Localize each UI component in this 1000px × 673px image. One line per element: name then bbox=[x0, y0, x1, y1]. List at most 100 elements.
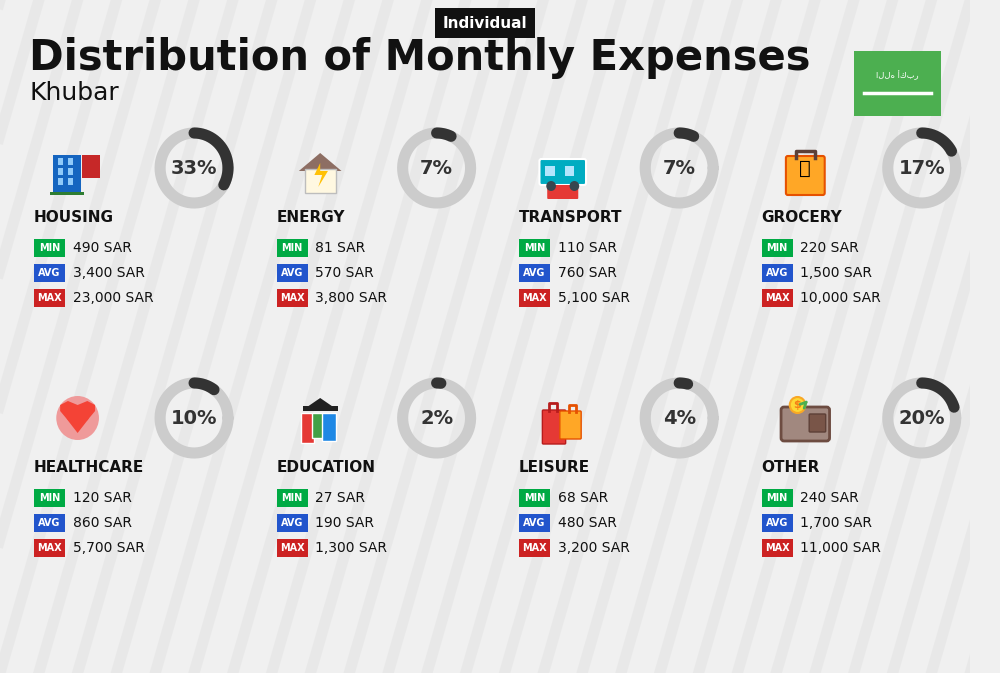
Text: MAX: MAX bbox=[280, 543, 304, 553]
Text: 1,300 SAR: 1,300 SAR bbox=[315, 541, 387, 555]
Text: MAX: MAX bbox=[765, 543, 789, 553]
Text: Distribution of Monthly Expenses: Distribution of Monthly Expenses bbox=[29, 37, 811, 79]
Text: GROCERY: GROCERY bbox=[762, 211, 842, 225]
Text: OTHER: OTHER bbox=[762, 460, 820, 476]
Polygon shape bbox=[314, 163, 328, 187]
FancyBboxPatch shape bbox=[68, 168, 73, 175]
FancyBboxPatch shape bbox=[301, 413, 314, 443]
Text: MIN: MIN bbox=[767, 493, 788, 503]
Text: 3,800 SAR: 3,800 SAR bbox=[315, 291, 387, 305]
FancyBboxPatch shape bbox=[762, 489, 793, 507]
FancyBboxPatch shape bbox=[560, 411, 581, 439]
Text: Khubar: Khubar bbox=[29, 81, 119, 105]
FancyBboxPatch shape bbox=[854, 50, 941, 116]
Text: AVG: AVG bbox=[38, 518, 61, 528]
Text: 760 SAR: 760 SAR bbox=[558, 266, 617, 280]
FancyBboxPatch shape bbox=[53, 155, 81, 193]
Text: 33%: 33% bbox=[171, 159, 217, 178]
Text: 1,500 SAR: 1,500 SAR bbox=[800, 266, 872, 280]
Text: MIN: MIN bbox=[524, 243, 545, 253]
Text: 120 SAR: 120 SAR bbox=[73, 491, 132, 505]
Text: MIN: MIN bbox=[281, 243, 303, 253]
FancyBboxPatch shape bbox=[50, 192, 84, 195]
FancyBboxPatch shape bbox=[68, 158, 73, 165]
FancyBboxPatch shape bbox=[519, 264, 550, 282]
FancyBboxPatch shape bbox=[34, 539, 65, 557]
FancyBboxPatch shape bbox=[762, 289, 793, 307]
FancyBboxPatch shape bbox=[519, 489, 550, 507]
Circle shape bbox=[546, 181, 556, 191]
Text: 20%: 20% bbox=[898, 409, 945, 427]
FancyBboxPatch shape bbox=[519, 289, 550, 307]
FancyBboxPatch shape bbox=[312, 413, 324, 438]
Text: 490 SAR: 490 SAR bbox=[73, 241, 132, 255]
FancyBboxPatch shape bbox=[58, 168, 63, 175]
Text: 480 SAR: 480 SAR bbox=[558, 516, 617, 530]
Text: $: $ bbox=[794, 400, 801, 410]
Text: 11,000 SAR: 11,000 SAR bbox=[800, 541, 881, 555]
FancyBboxPatch shape bbox=[277, 489, 308, 507]
FancyBboxPatch shape bbox=[277, 539, 308, 557]
Text: 3,400 SAR: 3,400 SAR bbox=[73, 266, 145, 280]
Text: 5,100 SAR: 5,100 SAR bbox=[558, 291, 630, 305]
Text: 10,000 SAR: 10,000 SAR bbox=[800, 291, 881, 305]
Text: 190 SAR: 190 SAR bbox=[315, 516, 374, 530]
Text: AVG: AVG bbox=[281, 518, 303, 528]
FancyBboxPatch shape bbox=[277, 264, 308, 282]
FancyBboxPatch shape bbox=[58, 168, 63, 175]
Text: 2%: 2% bbox=[420, 409, 453, 427]
Text: HEALTHCARE: HEALTHCARE bbox=[34, 460, 144, 476]
FancyBboxPatch shape bbox=[762, 264, 793, 282]
FancyBboxPatch shape bbox=[58, 178, 63, 185]
Text: ❤: ❤ bbox=[65, 409, 90, 437]
FancyBboxPatch shape bbox=[277, 239, 308, 257]
Text: MAX: MAX bbox=[765, 293, 789, 303]
Text: 10%: 10% bbox=[171, 409, 217, 427]
Text: 5,700 SAR: 5,700 SAR bbox=[73, 541, 145, 555]
Text: 220 SAR: 220 SAR bbox=[800, 241, 859, 255]
FancyBboxPatch shape bbox=[545, 166, 555, 176]
Text: MIN: MIN bbox=[767, 243, 788, 253]
Text: 570 SAR: 570 SAR bbox=[315, 266, 374, 280]
Text: 23,000 SAR: 23,000 SAR bbox=[73, 291, 153, 305]
Text: ENERGY: ENERGY bbox=[277, 211, 345, 225]
Polygon shape bbox=[306, 398, 335, 408]
Text: 7%: 7% bbox=[663, 159, 696, 178]
Text: 4%: 4% bbox=[663, 409, 696, 427]
Text: 860 SAR: 860 SAR bbox=[73, 516, 132, 530]
FancyBboxPatch shape bbox=[68, 168, 73, 175]
FancyBboxPatch shape bbox=[68, 158, 73, 165]
Text: 27 SAR: 27 SAR bbox=[315, 491, 365, 505]
Text: AVG: AVG bbox=[523, 518, 546, 528]
FancyBboxPatch shape bbox=[786, 156, 825, 195]
Text: 3,200 SAR: 3,200 SAR bbox=[558, 541, 630, 555]
FancyBboxPatch shape bbox=[519, 239, 550, 257]
Polygon shape bbox=[299, 153, 342, 171]
Text: MIN: MIN bbox=[524, 493, 545, 503]
Text: الله أكبر: الله أكبر bbox=[876, 70, 919, 80]
FancyBboxPatch shape bbox=[809, 414, 826, 432]
Text: EDUCATION: EDUCATION bbox=[277, 460, 376, 476]
FancyBboxPatch shape bbox=[34, 264, 65, 282]
Circle shape bbox=[570, 181, 579, 191]
Text: AVG: AVG bbox=[766, 268, 788, 278]
FancyBboxPatch shape bbox=[547, 185, 578, 199]
Text: TRANSPORT: TRANSPORT bbox=[519, 211, 623, 225]
FancyBboxPatch shape bbox=[762, 239, 793, 257]
Text: AVG: AVG bbox=[38, 268, 61, 278]
FancyBboxPatch shape bbox=[762, 514, 793, 532]
FancyBboxPatch shape bbox=[82, 155, 100, 178]
Text: AVG: AVG bbox=[281, 268, 303, 278]
FancyBboxPatch shape bbox=[781, 407, 830, 441]
Text: MAX: MAX bbox=[37, 543, 62, 553]
FancyBboxPatch shape bbox=[762, 539, 793, 557]
FancyBboxPatch shape bbox=[34, 514, 65, 532]
FancyBboxPatch shape bbox=[322, 413, 336, 441]
FancyBboxPatch shape bbox=[519, 514, 550, 532]
FancyBboxPatch shape bbox=[34, 289, 65, 307]
Text: 7%: 7% bbox=[420, 159, 453, 178]
Polygon shape bbox=[60, 401, 95, 433]
FancyBboxPatch shape bbox=[58, 158, 63, 165]
FancyBboxPatch shape bbox=[519, 539, 550, 557]
Text: 68 SAR: 68 SAR bbox=[558, 491, 608, 505]
